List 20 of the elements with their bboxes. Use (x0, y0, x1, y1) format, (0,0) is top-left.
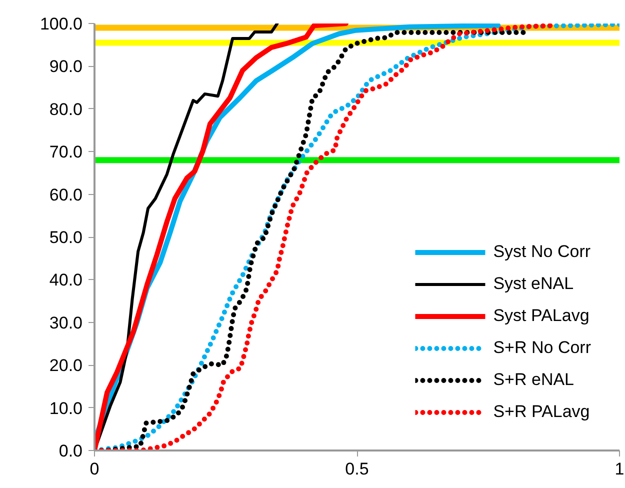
y-tick-label: 20.0 (49, 356, 83, 376)
legend-label: S+R No Corr (493, 338, 591, 358)
y-tick-label: 80.0 (49, 100, 83, 119)
y-tick-label: 100.0 (40, 14, 83, 34)
y-tick-label: 40.0 (49, 270, 83, 290)
y-tick-label: 70.0 (49, 142, 83, 162)
x-tick-label: 0 (90, 460, 100, 478)
legend-label: S+R PALavg (493, 402, 590, 422)
y-tick-label: 60.0 (49, 185, 83, 204)
legend-label: Syst No Corr (493, 242, 591, 262)
x-tick-label: 1 (614, 460, 624, 478)
y-tick-label: 90.0 (49, 57, 83, 76)
x-tick-label: 0.5 (345, 460, 369, 478)
legend-label: Syst PALavg (493, 306, 590, 326)
legend-label: Syst eNAL (493, 274, 574, 294)
legend-label: S+R eNAL (493, 370, 574, 390)
y-tick-label: 50.0 (49, 228, 83, 247)
y-tick-label: 0.0 (58, 442, 83, 460)
y-tick-label: 30.0 (49, 313, 83, 332)
y-tick-label: 10.0 (49, 398, 83, 418)
